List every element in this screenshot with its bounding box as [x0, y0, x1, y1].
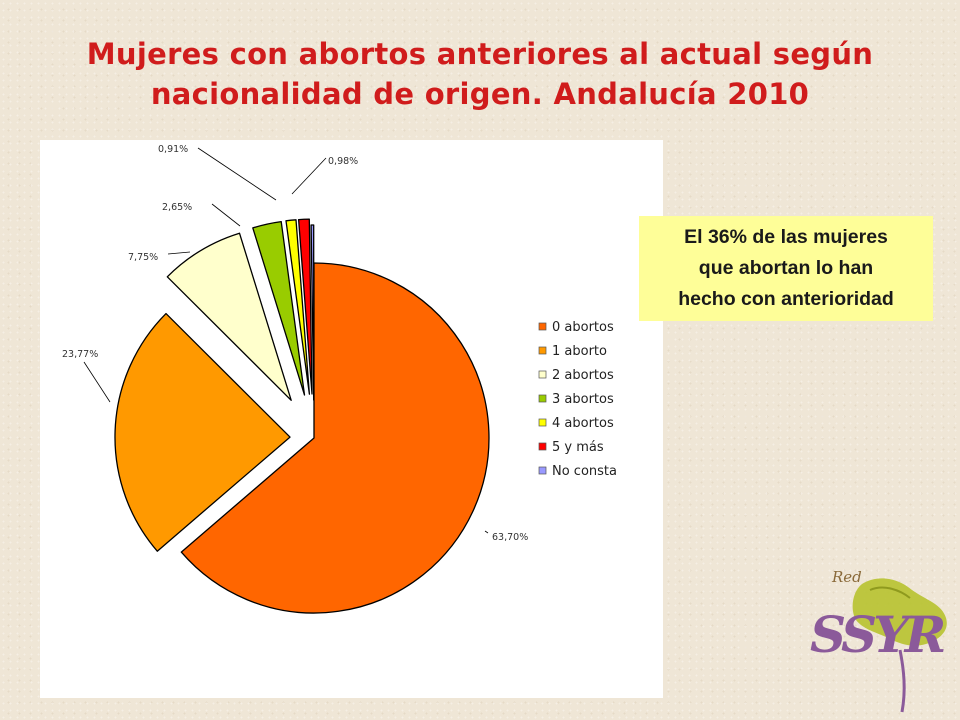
legend-label-6: No consta — [552, 464, 617, 479]
pie-slice-1 — [114, 312, 291, 552]
logo-text-ssyr: SSYR — [810, 605, 944, 664]
legend-label-3: 3 abortos — [552, 392, 614, 407]
legend-swatch-2 — [538, 370, 547, 379]
leader-line-1 — [83, 361, 111, 403]
legend-label-1: 1 aborto — [552, 344, 607, 359]
callout-box: El 36% de las mujeres que abortan lo han… — [639, 216, 933, 321]
logo-map-detail — [869, 586, 911, 599]
pie-chart: 63,70% 23,77% 7,75% 2,65% 0,91% 0,98% 0 abort… — [62, 144, 617, 614]
callout-line-2: que abortan lo han — [698, 257, 874, 279]
legend-swatch-4 — [538, 418, 547, 427]
pie-slice-5 — [297, 218, 313, 395]
data-label-0: 63,70% — [492, 532, 528, 543]
leader-line-2 — [167, 251, 191, 255]
pie-slice-4 — [285, 219, 311, 395]
legend-label-4: 4 abortos — [552, 416, 614, 431]
logo-map-shape — [852, 578, 947, 646]
pie-slice-0 — [180, 262, 490, 614]
data-label-5: 0,98% — [328, 156, 358, 167]
leader-line-4 — [197, 147, 277, 201]
leader-line-3 — [211, 203, 241, 227]
slide-title-line-2: nacionalidad de origen. Andalucía 2010 — [150, 77, 810, 111]
callout-line-3: hecho con anterioridad — [678, 288, 894, 310]
legend-swatch-5 — [538, 442, 547, 451]
logo-swoosh — [898, 649, 906, 713]
red-ssyr-logo: Red SSYR — [810, 568, 948, 713]
pie-slice-6 — [310, 224, 315, 401]
pie-chart-panel: 63,70% 23,77% 7,75% 2,65% 0,91% 0,98% 0 abort… — [40, 140, 663, 698]
leader-line-5 — [291, 157, 327, 195]
callout-line-1: El 36% de las mujeres — [684, 226, 888, 248]
slide-title: Mujeres con abortos anteriores al actual… — [20, 34, 940, 114]
legend-swatch-3 — [538, 394, 547, 403]
leader-line-0 — [484, 530, 489, 534]
legend-label-0: 0 abortos — [552, 320, 614, 335]
data-label-2: 7,75% — [128, 252, 158, 263]
pie-slice-2 — [166, 232, 292, 401]
data-label-4: 0,91% — [158, 144, 188, 155]
legend-swatch-0 — [538, 322, 547, 331]
pie-slice-3 — [252, 220, 306, 396]
slide-title-line-1: Mujeres con abortos anteriores al actual… — [86, 37, 874, 71]
data-label-1: 23,77% — [62, 349, 98, 360]
data-label-3: 2,65% — [162, 202, 192, 213]
legend-label-5: 5 y más — [552, 440, 604, 455]
legend-swatch-1 — [538, 346, 547, 355]
legend-label-2: 2 abortos — [552, 368, 614, 383]
logo-text-red: Red — [831, 568, 862, 586]
legend-swatch-6 — [538, 466, 547, 475]
